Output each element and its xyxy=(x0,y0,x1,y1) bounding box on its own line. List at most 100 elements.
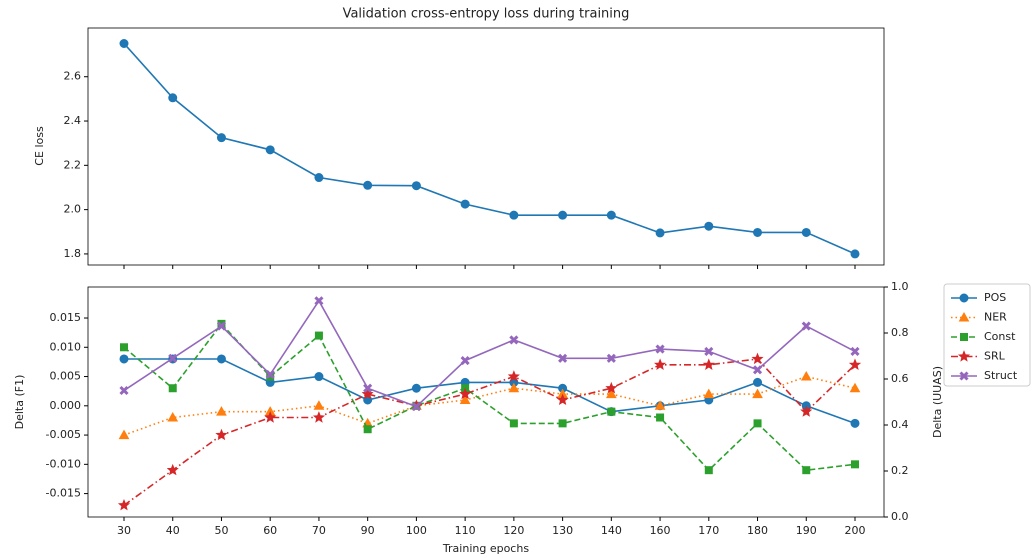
x-tick-label: 190 xyxy=(796,524,817,537)
marker xyxy=(312,411,325,423)
y-tick-label: -0.010 xyxy=(46,457,81,470)
x-tick-label: 140 xyxy=(601,524,622,537)
chart-title: Validation cross-entropy loss during tra… xyxy=(343,7,630,22)
x-axis-label: Training epochs xyxy=(442,542,529,555)
marker xyxy=(363,180,373,190)
legend-marker xyxy=(959,293,969,303)
marker xyxy=(509,335,519,345)
marker xyxy=(605,388,617,399)
x-tick-label: 70 xyxy=(312,524,326,537)
marker xyxy=(314,173,324,183)
marker xyxy=(703,388,715,399)
y-tick-label: 0.000 xyxy=(50,399,82,412)
legend-marker xyxy=(960,333,968,341)
y-tick-label: 0.010 xyxy=(50,340,82,353)
marker xyxy=(460,199,470,209)
marker xyxy=(605,381,618,394)
marker xyxy=(850,249,860,259)
marker xyxy=(704,221,714,231)
x-tick-label: 200 xyxy=(845,524,866,537)
marker xyxy=(509,210,519,220)
marker xyxy=(264,411,277,423)
y-axis-label: CE loss xyxy=(33,126,46,166)
marker xyxy=(606,353,616,363)
y-axis-label: Delta (F1) xyxy=(13,375,26,430)
marker xyxy=(801,321,811,331)
y2-tick-label: 0.4 xyxy=(891,418,909,431)
marker xyxy=(216,321,227,331)
x-tick-label: 120 xyxy=(503,524,524,537)
y-tick-label: 2.0 xyxy=(64,203,82,216)
legend-label: Const xyxy=(984,330,1016,343)
marker xyxy=(459,394,471,404)
marker xyxy=(119,39,129,49)
marker xyxy=(959,293,969,303)
marker xyxy=(959,371,969,381)
marker xyxy=(848,358,862,371)
series-line xyxy=(123,358,856,506)
marker xyxy=(120,343,128,352)
marker xyxy=(168,353,178,363)
y2-tick-label: 1.0 xyxy=(891,280,909,293)
marker xyxy=(751,352,764,365)
marker xyxy=(654,400,666,410)
marker xyxy=(215,428,228,441)
marker xyxy=(656,413,665,422)
marker xyxy=(850,346,860,356)
legend-label: NER xyxy=(984,311,1007,324)
series-line xyxy=(123,322,856,472)
marker xyxy=(801,227,811,237)
marker xyxy=(460,356,470,366)
series-line xyxy=(123,299,856,408)
marker xyxy=(800,371,812,381)
marker xyxy=(411,383,421,393)
series-line xyxy=(124,358,856,425)
marker xyxy=(800,405,813,417)
legend-marker xyxy=(957,350,971,362)
marker xyxy=(556,393,569,406)
marker xyxy=(702,358,715,371)
legend-marker xyxy=(959,371,969,381)
y-tick-label: 2.4 xyxy=(64,114,82,127)
x-tick-label: 180 xyxy=(747,524,768,537)
marker xyxy=(704,346,714,356)
y2-tick-label: 0.6 xyxy=(891,372,909,385)
marker xyxy=(508,382,520,393)
marker xyxy=(753,377,763,387)
marker xyxy=(118,429,130,440)
x-tick-label: 40 xyxy=(166,524,180,537)
marker xyxy=(606,210,616,220)
legend-label: SRL xyxy=(984,350,1006,363)
y-tick-label: 0.005 xyxy=(50,370,82,383)
marker xyxy=(166,463,179,476)
marker xyxy=(958,311,970,322)
marker xyxy=(851,460,859,469)
series-line xyxy=(123,42,856,255)
marker xyxy=(411,181,421,191)
marker xyxy=(363,383,373,393)
y2-tick-label: 0.0 xyxy=(891,510,909,523)
marker xyxy=(117,498,131,511)
marker xyxy=(459,387,472,400)
marker xyxy=(167,411,179,422)
y-tick-label: 2.6 xyxy=(64,70,82,83)
marker xyxy=(216,406,227,416)
x-tick-label: 110 xyxy=(455,524,476,537)
x-tick-label: 50 xyxy=(214,524,228,537)
legend-marker xyxy=(958,311,970,322)
marker xyxy=(753,227,763,237)
marker xyxy=(168,93,178,103)
marker xyxy=(558,210,568,220)
marker xyxy=(507,370,520,382)
x-tick-label: 100 xyxy=(406,524,427,537)
marker xyxy=(361,387,374,400)
marker xyxy=(752,365,763,375)
y-tick-label: -0.005 xyxy=(46,428,81,441)
marker xyxy=(849,382,861,393)
marker xyxy=(753,419,762,428)
y2-tick-label: 0.2 xyxy=(891,464,909,477)
marker xyxy=(653,358,667,371)
marker xyxy=(655,344,665,354)
marker xyxy=(558,353,568,363)
marker xyxy=(655,228,665,238)
